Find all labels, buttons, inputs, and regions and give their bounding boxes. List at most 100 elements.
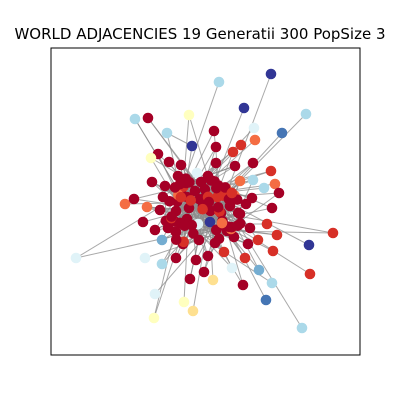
graph-node <box>208 125 220 137</box>
graph-node <box>205 175 217 186</box>
graph-node <box>229 160 241 172</box>
graph-node <box>156 258 168 270</box>
graph-node <box>195 176 207 188</box>
graph-node <box>266 202 278 214</box>
graph-node <box>237 279 249 291</box>
graph-node <box>178 296 190 308</box>
graph-node <box>213 76 225 88</box>
graph-node <box>266 277 278 289</box>
graph-node <box>232 220 243 232</box>
graph-node <box>194 193 205 205</box>
graph-node <box>296 322 308 334</box>
graph-node <box>265 68 277 80</box>
graph-node <box>216 217 228 229</box>
graph-node <box>249 134 261 146</box>
graph-node <box>119 198 131 210</box>
graph-node <box>260 294 272 306</box>
node-layer <box>70 68 339 334</box>
graph-node <box>170 225 181 237</box>
graph-node <box>187 305 199 317</box>
graph-node <box>141 201 153 213</box>
figure-title: WORLD ADJACENCIES 19 Generatii 300 PopSi… <box>14 25 385 43</box>
graph-node <box>191 167 203 179</box>
graph-node <box>300 108 312 120</box>
graph-node <box>154 204 166 216</box>
graph-node <box>238 102 250 114</box>
graph-node <box>184 177 195 188</box>
graph-node <box>190 254 202 266</box>
graph-node <box>235 139 247 151</box>
graph-node <box>142 112 154 124</box>
graph-node <box>234 175 246 187</box>
graph-node <box>175 159 187 171</box>
graph-node <box>149 224 161 236</box>
graph-node <box>212 201 224 213</box>
graph-node <box>258 182 270 194</box>
graph-node <box>246 192 258 204</box>
graph-node <box>271 229 283 241</box>
graph-node <box>327 227 339 239</box>
graph-node <box>189 185 201 197</box>
graph-node <box>183 109 195 121</box>
graph-node <box>247 174 259 186</box>
graph-node <box>228 231 240 243</box>
graph-node <box>261 218 273 230</box>
graph-node <box>161 127 173 139</box>
graph-node <box>207 274 219 286</box>
graph-node <box>163 156 175 168</box>
graph-node <box>276 127 288 139</box>
graph-node <box>226 262 238 274</box>
graph-node <box>265 165 277 177</box>
graph-node <box>197 203 208 215</box>
graph-node <box>247 157 259 169</box>
graph-node <box>170 252 182 264</box>
graph-node <box>137 216 149 228</box>
graph-node <box>203 196 215 208</box>
graph-node <box>202 250 214 262</box>
graph-node <box>149 288 161 300</box>
graph-node <box>210 141 222 153</box>
graph-node <box>179 220 190 232</box>
graph-node <box>242 238 254 250</box>
graph-node <box>198 266 210 278</box>
graph-node <box>210 157 222 169</box>
graph-node <box>253 264 265 276</box>
graph-node <box>303 239 315 251</box>
graph-node <box>213 233 225 245</box>
graph-node <box>252 234 264 246</box>
graph-node <box>273 187 285 199</box>
graph-node <box>170 234 182 246</box>
graph-edge <box>75 224 223 259</box>
graph-node <box>174 178 186 190</box>
graph-node <box>248 122 260 134</box>
graph-edge <box>75 200 170 259</box>
graph-node <box>185 195 197 206</box>
graph-node <box>239 252 251 264</box>
graph-node <box>304 268 316 280</box>
graph-node <box>188 228 199 239</box>
graph-node <box>145 152 157 164</box>
graph-node <box>148 312 160 324</box>
graph-node <box>129 113 141 125</box>
graph-node <box>211 191 223 203</box>
graph-node <box>218 246 230 258</box>
graph-node <box>175 191 187 203</box>
graph-node <box>204 216 216 228</box>
graph-node <box>70 252 82 264</box>
graph-node <box>226 187 238 199</box>
graph-node <box>159 180 171 192</box>
graph-node <box>156 234 168 246</box>
graph-node <box>232 207 244 219</box>
graph-node <box>139 252 151 264</box>
graph-node <box>166 211 177 222</box>
graph-node <box>186 140 198 152</box>
graph-node <box>211 182 222 194</box>
graph-node <box>146 176 158 188</box>
graph-node <box>128 193 140 205</box>
graph-node <box>269 178 281 190</box>
graph-node <box>227 146 239 158</box>
graph-node <box>267 245 279 257</box>
graph-node <box>244 222 256 234</box>
graph-node <box>184 273 196 285</box>
